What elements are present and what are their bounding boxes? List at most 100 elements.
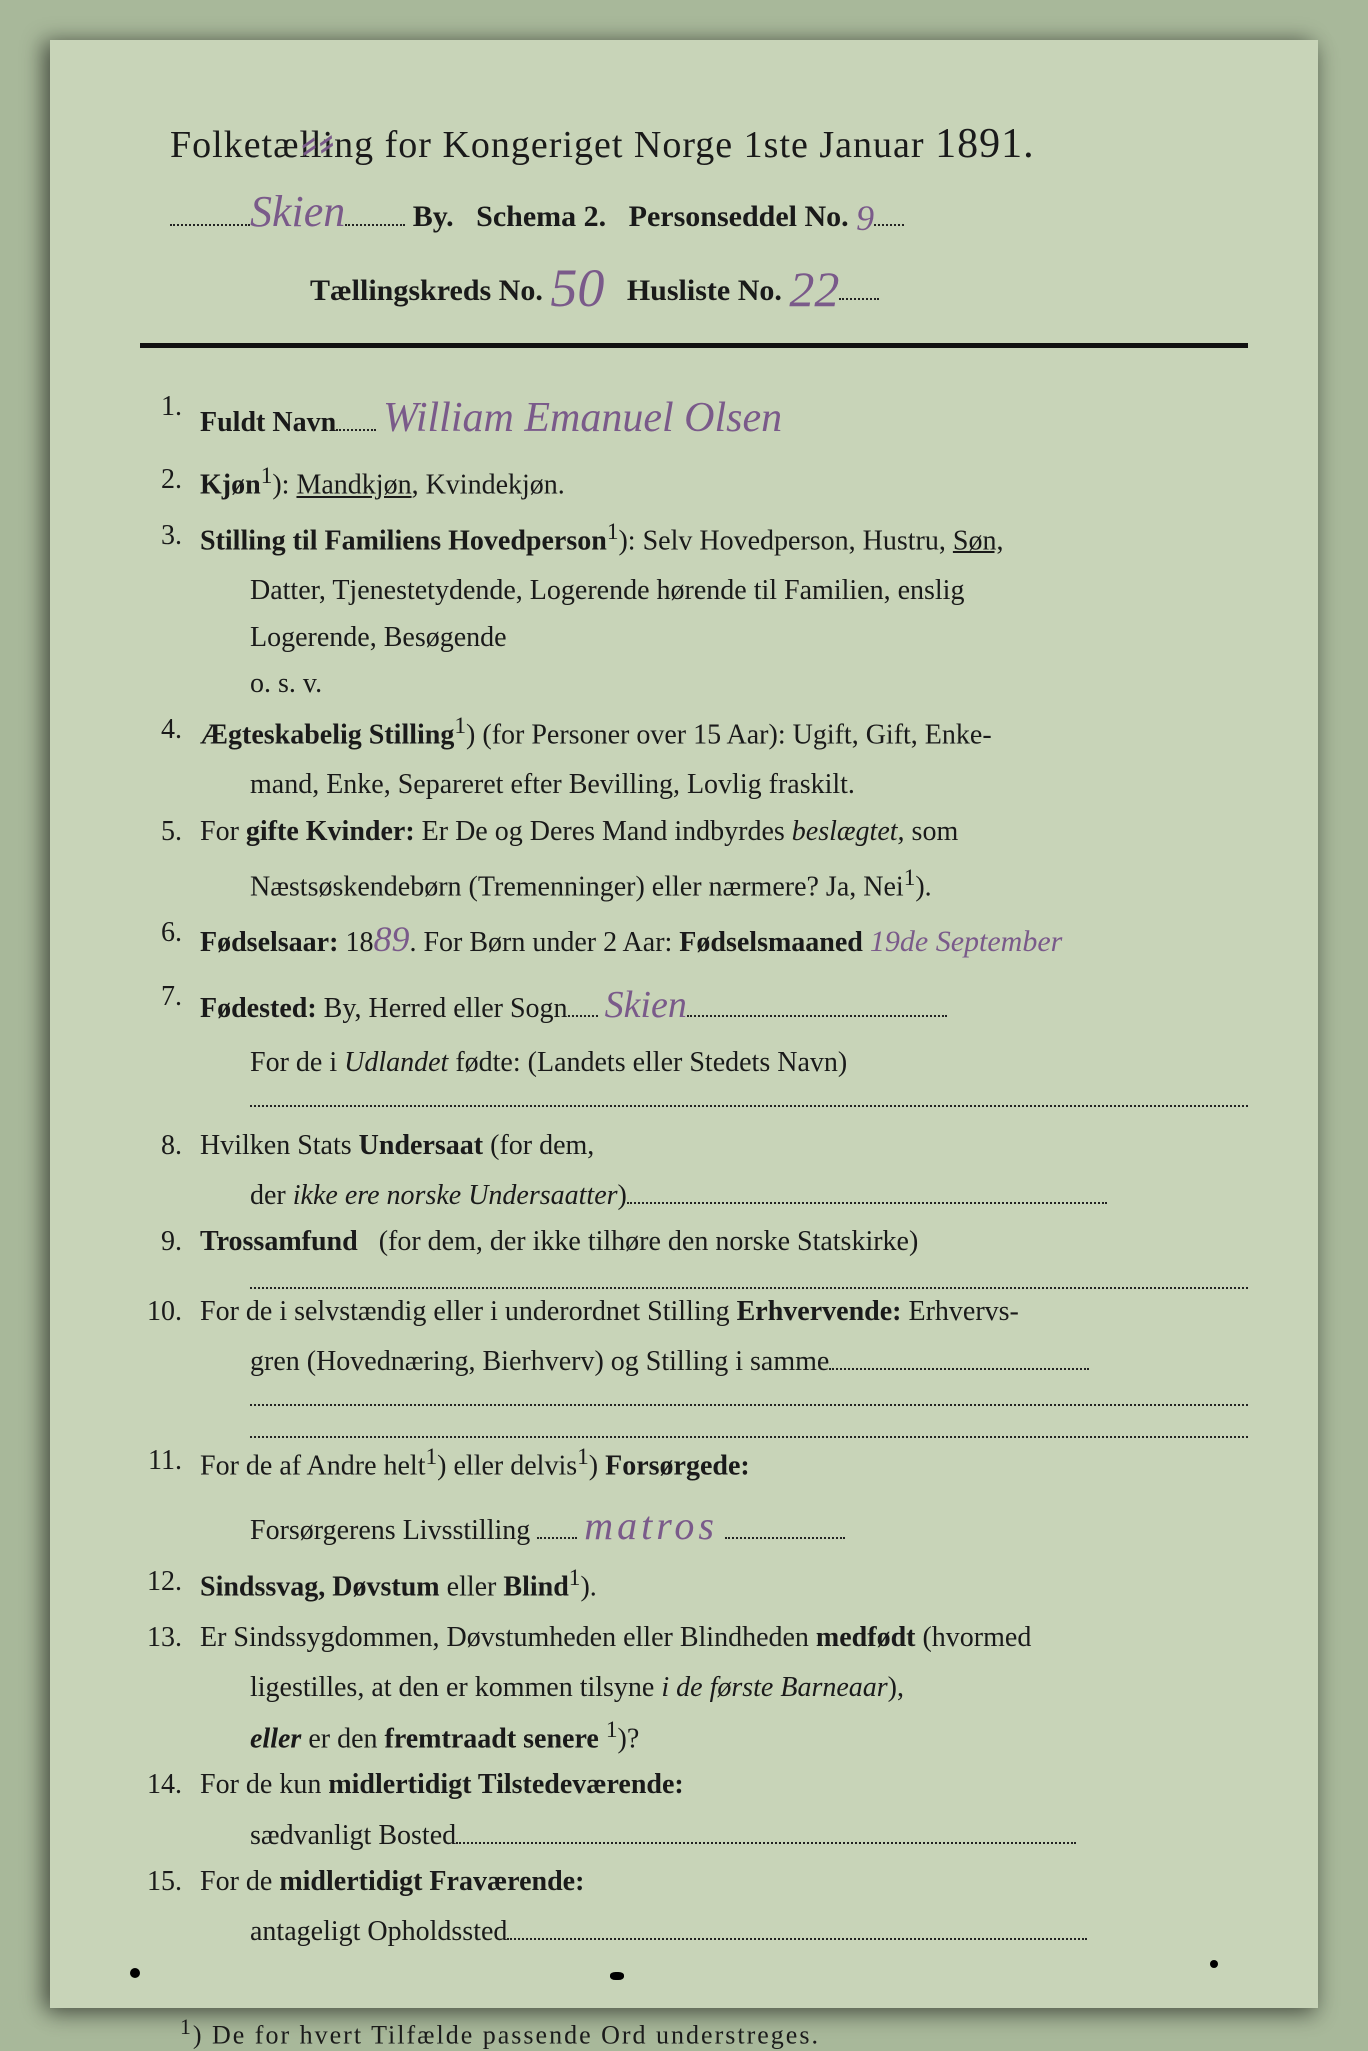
q3: 3. Stilling til Familiens Hovedperson1):… (140, 513, 1248, 565)
q7-line1: By, Herred eller Sogn (324, 993, 568, 1024)
footnote-text: ) De for hvert Tilfælde passende Ord und… (193, 2021, 820, 2050)
kreds-label: Tællingskreds No. (310, 274, 543, 307)
q5-line2b: ). (915, 871, 931, 902)
q2-opt1: Mandkjøn (296, 470, 411, 501)
q6: 6. Fødselsaar: 1889. For Børn under 2 Aa… (140, 910, 1248, 969)
q10-num: 10. (140, 1289, 200, 1335)
q2-sep: , (412, 470, 426, 501)
title-line: ⸗⸗ Folketælling for Kongeriget Norge 1st… (170, 120, 1238, 168)
personseddel-label: Personseddel No. (629, 200, 849, 233)
q2-opt2: Kvindekjøn. (426, 470, 565, 501)
q12: 12. Sindssvag, Døvstum eller Blind1). (140, 1559, 1248, 1611)
q11-line1d: Forsørgede: (605, 1450, 750, 1481)
q9-text: (for dem, der ikke tilhøre den norske St… (379, 1226, 919, 1257)
q11-line1c: ) (589, 1450, 598, 1481)
husliste-label: Husliste No. (627, 274, 782, 307)
speck-icon (130, 1968, 140, 1978)
q12-num: 12. (140, 1559, 200, 1611)
q5-line1c: som (912, 816, 959, 847)
q6-year: 89 (373, 919, 409, 959)
q15-line2: antageligt Opholdssted (250, 1916, 507, 1947)
q7-line2b: fødte: (Landets eller Stedets Navn) (455, 1047, 847, 1078)
q5-line2-wrap: Næstsøskendebørn (Tremenninger) eller næ… (140, 859, 1248, 911)
q8-line2b: ) (618, 1180, 627, 1211)
q6-num: 6. (140, 910, 200, 969)
q9-dotline (140, 1269, 1248, 1289)
q3-sup: 1 (607, 519, 619, 545)
q4-sup: 1 (454, 713, 466, 739)
q15-num: 15. (140, 1859, 200, 1905)
q4-line2: mand, Enke, Separeret efter Bevilling, L… (140, 762, 1248, 808)
husliste-no: 22 (789, 261, 839, 317)
city-handwritten: Skien (250, 187, 345, 236)
header: ⸗⸗ Folketælling for Kongeriget Norge 1st… (170, 120, 1238, 313)
q13-line3a: eller (250, 1723, 301, 1754)
q8-num: 8. (140, 1123, 200, 1169)
speck-icon (1210, 1960, 1218, 1968)
q3-son: Søn, (953, 525, 1004, 556)
q13-line2-wrap: ligestilles, at den er kommen tilsyne i … (140, 1665, 1248, 1711)
q2-text: ): (272, 470, 296, 501)
q13-sup: 1 (606, 1717, 618, 1743)
q10-line1a: For de i selvstændig eller i underordnet… (200, 1296, 730, 1327)
q10-line2-wrap: gren (Hovednæring, Bierhverv) og Stillin… (140, 1339, 1248, 1385)
title-year: 1891. (935, 121, 1035, 167)
q7-line2a: For de i (250, 1047, 337, 1078)
q4: 4. Ægteskabelig Stilling1) (for Personer… (140, 707, 1248, 759)
kreds-line: Tællingskreds No. 50 Husliste No. 22 (170, 251, 1238, 313)
q2-label: Kjøn (200, 470, 261, 501)
q2-sup: 1 (261, 463, 273, 489)
q12-text: eller (447, 1571, 497, 1602)
q13-line2a: ligestilles, at den er kommen tilsyne (250, 1672, 654, 1703)
q12-end: ). (580, 1571, 596, 1602)
q4-line1: ) (for Personer over 15 Aar): Ugift, Gif… (466, 719, 992, 750)
q7-place: Skien (605, 984, 687, 1026)
q11-line2-wrap: Forsørgerens Livsstilling matros (140, 1493, 1248, 1559)
speck-icon (610, 1972, 624, 1980)
q5-num: 5. (140, 809, 200, 855)
footnote: 1) De for hvert Tilfælde passende Ord un… (140, 2015, 1248, 2051)
title-mid: for Kongeriget Norge 1ste Januar (385, 124, 925, 166)
q13-num: 13. (140, 1615, 200, 1661)
q6-mid: . For Børn under 2 Aar: (409, 927, 672, 958)
q15-line1a: For de (200, 1866, 272, 1897)
q1-label: Fuldt Navn (200, 407, 336, 438)
q11-sup2: 1 (577, 1444, 589, 1470)
q5: 5. For gifte Kvinder: Er De og Deres Man… (140, 809, 1248, 855)
q6-prefix: 18 (345, 927, 373, 958)
q5-a: For (200, 816, 239, 847)
q4-num: 4. (140, 707, 200, 759)
q13: 13. Er Sindssygdommen, Døvstumheden elle… (140, 1615, 1248, 1661)
q14-line2: sædvanligt Bosted (250, 1820, 456, 1851)
kreds-no: 50 (550, 258, 604, 318)
q9-num: 9. (140, 1219, 200, 1265)
q14: 14. For de kun midlertidigt Tilstedevære… (140, 1762, 1248, 1808)
q10-line1c: Erhvervs- (908, 1296, 1018, 1327)
q8-line2i: ikke ere norske Undersaatter (293, 1180, 618, 1211)
q3-line3: Logerende, Besøgende (140, 615, 1248, 661)
q15-line2-wrap: antageligt Opholdssted (140, 1909, 1248, 1955)
q1: 1. Fuldt Navn William Emanuel Olsen (140, 384, 1248, 453)
q7-line2-wrap: For de i Udlandet fødte: (Landets eller … (140, 1040, 1248, 1086)
q13-line3b: er den (308, 1723, 377, 1754)
q11-value: matros (584, 1503, 718, 1548)
q3-line4: o. s. v. (140, 661, 1248, 707)
q8-line1a: Hvilken Stats (200, 1130, 352, 1161)
q13-line1b: medfødt (816, 1622, 916, 1653)
q11-line1a: For de af Andre helt (200, 1450, 426, 1481)
q9-label: Trossamfund (200, 1226, 358, 1257)
q10-line2: gren (Hovednæring, Bierhverv) og Stillin… (250, 1346, 829, 1377)
personseddel-no: 9 (856, 198, 874, 238)
q5-line1: Er De og Deres Mand indbyrdes (422, 816, 785, 847)
divider (140, 343, 1248, 348)
q3-line2: Datter, Tjenestetydende, Logerende høren… (140, 568, 1248, 614)
by-label: By. (413, 200, 454, 233)
q11-sup1: 1 (426, 1444, 438, 1470)
footnote-sup: 1 (180, 2015, 193, 2039)
q8: 8. Hvilken Stats Undersaat (for dem, (140, 1123, 1248, 1169)
q14-line1b: midlertidigt Tilstedeværende: (328, 1769, 683, 1800)
q5-b: gifte Kvinder: (246, 816, 415, 847)
q13-line1a: Er Sindssygdommen, Døvstumheden eller Bl… (200, 1622, 809, 1653)
q7: 7. Fødested: By, Herred eller Sogn Skien (140, 974, 1248, 1037)
q10-dotline1 (140, 1386, 1248, 1406)
